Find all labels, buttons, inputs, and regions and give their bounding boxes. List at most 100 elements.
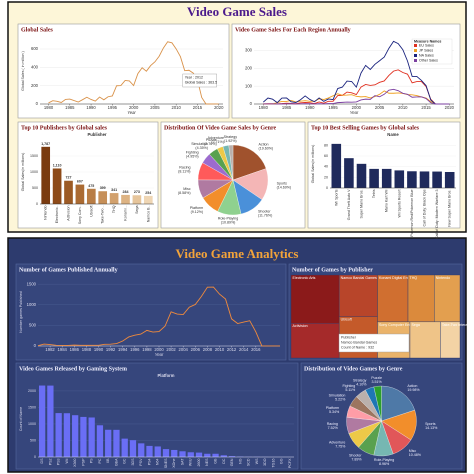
- value-label: 399: [100, 186, 106, 190]
- treemap-cell: [290, 323, 340, 359]
- pie-slice: [373, 385, 382, 422]
- y-tick-label: 200: [245, 65, 253, 70]
- x-tick-label: X360: [73, 459, 77, 467]
- slice-value: 5.22%: [335, 398, 346, 402]
- panel-title: Top 10 Publishers by Global sales: [21, 125, 108, 131]
- x-tick-label: 2020: [445, 105, 455, 110]
- x-tick-label: 2010: [215, 347, 225, 352]
- x-tick-label: Wii: [65, 458, 69, 463]
- bar: [195, 452, 203, 457]
- x-tick-label: Grand Theft Auto V: [347, 189, 351, 220]
- slice-label: Adventure: [329, 440, 345, 444]
- y-tick-label: 500: [29, 323, 37, 328]
- x-tick-label: DC: [222, 458, 226, 464]
- y-tick-label: 60: [324, 154, 328, 158]
- cell-label: Sony Computer Entertainment: [379, 323, 427, 327]
- bar: [64, 180, 73, 204]
- slice-value: (8.11%): [178, 169, 190, 173]
- y-tick-label: 1500: [27, 281, 37, 286]
- bar: [187, 452, 194, 457]
- slice-value: 7.75%: [335, 444, 346, 448]
- slice-label: Misc: [183, 187, 191, 191]
- x-tick-label: GB: [214, 458, 218, 464]
- x-tick-label: Call of Duty: Black Ops: [422, 189, 426, 226]
- slice-label: Strategy: [224, 135, 238, 139]
- bar: [204, 453, 211, 457]
- panel: [15, 263, 287, 361]
- slice-value: 5.11%: [345, 388, 356, 392]
- panel-title: Distribution Of Video Game Sales by Genr…: [164, 125, 277, 131]
- slice-value: (9.12%): [191, 210, 204, 214]
- pie-slice: [381, 385, 415, 422]
- bar: [86, 188, 96, 204]
- slice-value: (2.71%): [211, 140, 224, 144]
- treemap-cell: [434, 274, 461, 323]
- treemap-cell: [440, 321, 461, 359]
- bar: [331, 143, 342, 188]
- x-tick-label: Wii Sports: [334, 189, 338, 206]
- x-tick-label: 1985: [65, 105, 75, 110]
- x-tick-label: PS3: [57, 459, 61, 466]
- x-tick-label: PC: [98, 458, 102, 463]
- header: Platform: [158, 373, 175, 378]
- bar: [146, 445, 153, 457]
- value-label: 727: [66, 176, 72, 180]
- legend-swatch: [414, 44, 417, 47]
- x-tick-label: 1995: [328, 105, 338, 110]
- value-label: 1,110: [53, 163, 62, 167]
- series-line: [37, 286, 281, 347]
- bar: [75, 184, 85, 204]
- x-tick-label: 2004: [179, 347, 189, 352]
- slice-label: Simulation: [329, 394, 346, 398]
- slice-label: Racing: [179, 165, 190, 169]
- x-tick-label: 2012: [227, 347, 237, 352]
- x-tick-label: 2015: [421, 105, 431, 110]
- x-tick-label: 1986: [70, 347, 80, 352]
- x-tick-label: THQ: [112, 205, 116, 213]
- x-tick-label: 2020: [214, 105, 224, 110]
- x-tick-label: XB: [106, 458, 110, 463]
- value-label: 1,787: [41, 142, 50, 146]
- bar: [143, 195, 153, 204]
- x-tick-label: 1980: [259, 105, 269, 110]
- x-tick-label: New Super Mario Bros.: [448, 190, 452, 227]
- x-tick-label: PS: [90, 458, 94, 463]
- slice-value: (4.95%): [186, 154, 199, 158]
- y-tick-label: 500: [32, 186, 38, 190]
- x-tick-label: 2010: [398, 105, 408, 110]
- x-tick-label: N64: [156, 458, 160, 465]
- value-label: 475: [88, 184, 94, 188]
- y-tick-label: 0: [36, 202, 38, 206]
- series-line: [263, 90, 450, 105]
- bar: [154, 446, 161, 457]
- slice-label: Misc: [409, 449, 417, 453]
- x-tick-label: Nintendo: [44, 206, 48, 220]
- bar: [52, 168, 62, 204]
- y-tick-label: 0: [34, 343, 37, 348]
- cell-label: THQ: [410, 276, 418, 280]
- x-tick-label: Mario Kart Wii: [385, 189, 389, 212]
- cell-label: Namco Bandai Games: [341, 276, 377, 280]
- x-tick-label: Namco B..: [146, 206, 150, 223]
- slice-label: Puzzle: [371, 376, 382, 380]
- bar: [138, 443, 145, 457]
- x-tick-label: Wii Sports Resort: [397, 190, 401, 218]
- bar: [105, 429, 112, 457]
- x-tick-label: Konami ..: [123, 206, 127, 221]
- x-tick-label: 2000: [129, 105, 139, 110]
- tooltip-text: Global Sales : 363.5: [185, 80, 217, 84]
- y-axis-label: Count of Name: [19, 407, 23, 431]
- dashboard-title: Video Game Analytics: [175, 246, 298, 261]
- y-tick-label: 400: [31, 64, 39, 69]
- slice-value: (10.89%): [221, 221, 236, 225]
- treemap-cell: [338, 274, 378, 317]
- bar: [63, 413, 71, 457]
- series-line: [48, 41, 219, 105]
- y-tick-label: 600: [31, 46, 39, 51]
- x-tick-label: WiiU: [189, 458, 193, 466]
- x-tick-label: 2015: [193, 105, 203, 110]
- x-tick-label: WS: [255, 458, 259, 464]
- legend: [411, 38, 453, 65]
- x-tick-label: GEN: [230, 458, 234, 466]
- slice-label: Fighting: [186, 150, 199, 154]
